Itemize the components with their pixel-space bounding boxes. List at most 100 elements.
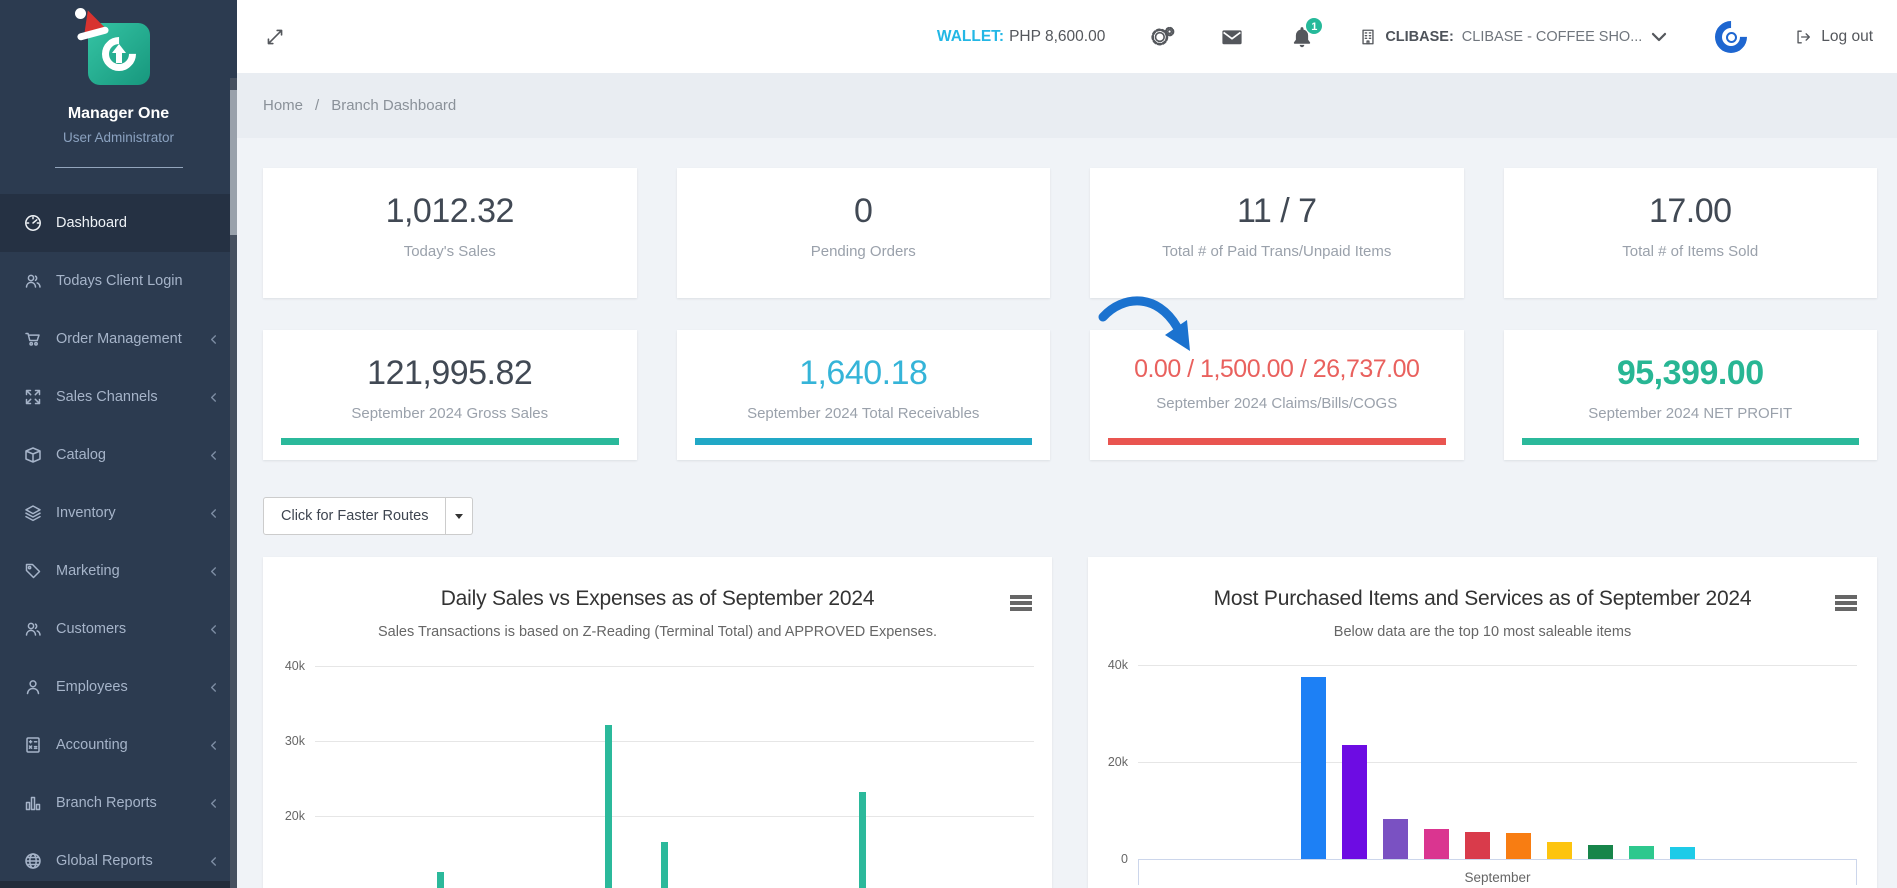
stat-value: 121,995.82	[367, 356, 532, 392]
chart-bar	[1342, 745, 1367, 859]
sidebar-item-label: Marketing	[56, 563, 208, 579]
expand-arrows-icon	[23, 387, 43, 407]
stat-card: 1,640.18 September 2024 Total Receivables	[677, 330, 1051, 460]
user-name: Manager One	[0, 105, 237, 123]
logo-arrow-stem	[116, 52, 122, 63]
chevron-left-icon	[208, 740, 219, 751]
stat-value: 1,012.32	[386, 194, 514, 230]
stat-card: 1,012.32Today's Sales	[263, 168, 637, 298]
chart-title: Most Purchased Items and Services as of …	[1088, 587, 1877, 611]
faster-routes-split-button: Click for Faster Routes	[263, 497, 1877, 535]
sidebar-item-label: Global Reports	[56, 853, 208, 869]
sidebar-item-label: Branch Reports	[56, 795, 208, 811]
stat-underline	[1108, 438, 1446, 445]
sidebar-item-label: Employees	[56, 679, 208, 695]
fullscreen-icon	[263, 25, 287, 49]
stat-card: 121,995.82September 2024 Gross Sales	[263, 330, 637, 460]
chart-context-menu-button[interactable]	[1010, 595, 1032, 613]
chart-bar	[859, 792, 866, 888]
sidebar-item-branch-reports[interactable]: Branch Reports	[0, 774, 237, 832]
stat-label: September 2024 Total Receivables	[747, 405, 979, 422]
sidebar-item-accounting[interactable]: Accounting	[0, 716, 237, 774]
chart-bar	[1506, 833, 1531, 859]
topbar-right: WALLET:PHP 8,600.00 1 CLIBASE: CLIBASE -…	[937, 18, 1873, 56]
settings-button[interactable]	[1149, 25, 1175, 49]
stat-card: 0.00 / 1,500.00 / 26,737.00 September 202…	[1090, 330, 1464, 460]
chevron-left-icon	[208, 856, 219, 867]
stat-label: September 2024 Claims/Bills/COGS	[1156, 395, 1397, 412]
tag-icon	[23, 561, 43, 581]
chevron-left-icon	[208, 624, 219, 635]
gears-icon	[1149, 25, 1175, 49]
messages-button[interactable]	[1219, 25, 1245, 49]
x-axis-label: September	[1138, 870, 1857, 885]
stat-underline	[695, 438, 1033, 445]
users-icon	[23, 619, 43, 639]
sidebar-item-label: Inventory	[56, 505, 208, 521]
bar-chart-icon	[23, 793, 43, 813]
caret-down-icon	[455, 514, 463, 519]
breadcrumb-current: Branch Dashboard	[331, 97, 456, 114]
chart-bar	[437, 872, 444, 888]
stat-label: Pending Orders	[811, 243, 916, 260]
company-label: CLIBASE:	[1385, 29, 1453, 45]
faster-routes-caret-button[interactable]	[446, 497, 473, 535]
app-logo[interactable]	[88, 23, 150, 85]
sidebar-item-customers[interactable]: Customers	[0, 600, 237, 658]
gridline	[315, 666, 1034, 667]
main-area: WALLET:PHP 8,600.00 1 CLIBASE: CLIBASE -…	[237, 0, 1897, 888]
sidebar-item-catalog[interactable]: Catalog	[0, 426, 237, 484]
chart-subtitle: Sales Transactions is based on Z-Reading…	[263, 624, 1052, 640]
sidebar-item-label: Sales Channels	[56, 389, 208, 405]
box-icon	[23, 445, 43, 465]
sidebar-item-marketing[interactable]: Marketing	[0, 542, 237, 600]
chart-bar	[1670, 847, 1695, 859]
sidebar-item-order-management[interactable]: Order Management	[0, 310, 237, 368]
brand-clock-icon	[1726, 32, 1737, 43]
sidebar-item-todays-client-login[interactable]: Todays Client Login	[0, 252, 237, 310]
sidebar-item-employees[interactable]: Employees	[0, 658, 237, 716]
user-role: User Administrator	[0, 130, 237, 145]
fullscreen-toggle-button[interactable]	[263, 25, 287, 49]
company-selector[interactable]: CLIBASE: CLIBASE - COFFEE SHO...	[1359, 28, 1668, 46]
stat-value: 11 / 7	[1237, 194, 1317, 230]
stat-card: 95,399.00September 2024 NET PROFIT	[1504, 330, 1878, 460]
brand-logo[interactable]	[1712, 18, 1750, 56]
building-icon	[1359, 28, 1377, 46]
sidebar-item-inventory[interactable]: Inventory	[0, 484, 237, 542]
wallet-link[interactable]: WALLET:PHP 8,600.00	[937, 28, 1105, 46]
chart-bar	[1629, 846, 1654, 859]
breadcrumb-home[interactable]: Home	[263, 97, 303, 114]
stat-value: 0.00 / 1,500.00 / 26,737.00	[1134, 356, 1419, 382]
sidebar-item-sales-channels[interactable]: Sales Channels	[0, 368, 237, 426]
sidebar-item-label: Dashboard	[56, 215, 219, 231]
sidebar-item-global-reports[interactable]: Global Reports	[0, 832, 237, 888]
sidebar-item-dashboard[interactable]: Dashboard	[0, 194, 237, 252]
chart-bar	[1383, 819, 1408, 859]
company-value: CLIBASE - COFFEE SHO...	[1462, 29, 1642, 45]
calculator-icon	[23, 735, 43, 755]
chart-bar	[605, 725, 612, 888]
app-root: Manager One User Administrator Dashboard…	[0, 0, 1897, 888]
notification-badge: 1	[1305, 17, 1323, 35]
sidebar-item-label: Customers	[56, 621, 208, 637]
chevron-left-icon	[208, 508, 219, 519]
stat-card: 11 / 7 Total # of Paid Trans/Unpaid Items	[1090, 168, 1464, 298]
stat-value: 1,640.18	[799, 356, 927, 392]
chart-bar	[1465, 832, 1490, 859]
y-axis-label: 40k	[285, 659, 305, 673]
users-icon	[23, 271, 43, 291]
notifications-button[interactable]: 1	[1289, 25, 1315, 49]
chart-context-menu-button[interactable]	[1835, 595, 1857, 613]
stat-cards-row2: 121,995.82September 2024 Gross Sales 1,64…	[263, 330, 1877, 460]
stat-value: 0	[854, 194, 872, 230]
chart-bar	[1588, 845, 1613, 859]
sidebar-scrollbar-thumb[interactable]	[230, 90, 237, 235]
sidebar-scrollbar[interactable]	[230, 78, 237, 888]
wallet-value: PHP 8,600.00	[1009, 28, 1105, 45]
stat-label: Total # of Paid Trans/Unpaid Items	[1162, 243, 1391, 260]
chart-subtitle: Below data are the top 10 most saleable …	[1088, 624, 1877, 640]
logout-button[interactable]: Log out	[1794, 28, 1873, 46]
sidebar-item-label: Order Management	[56, 331, 208, 347]
faster-routes-button[interactable]: Click for Faster Routes	[263, 497, 446, 535]
